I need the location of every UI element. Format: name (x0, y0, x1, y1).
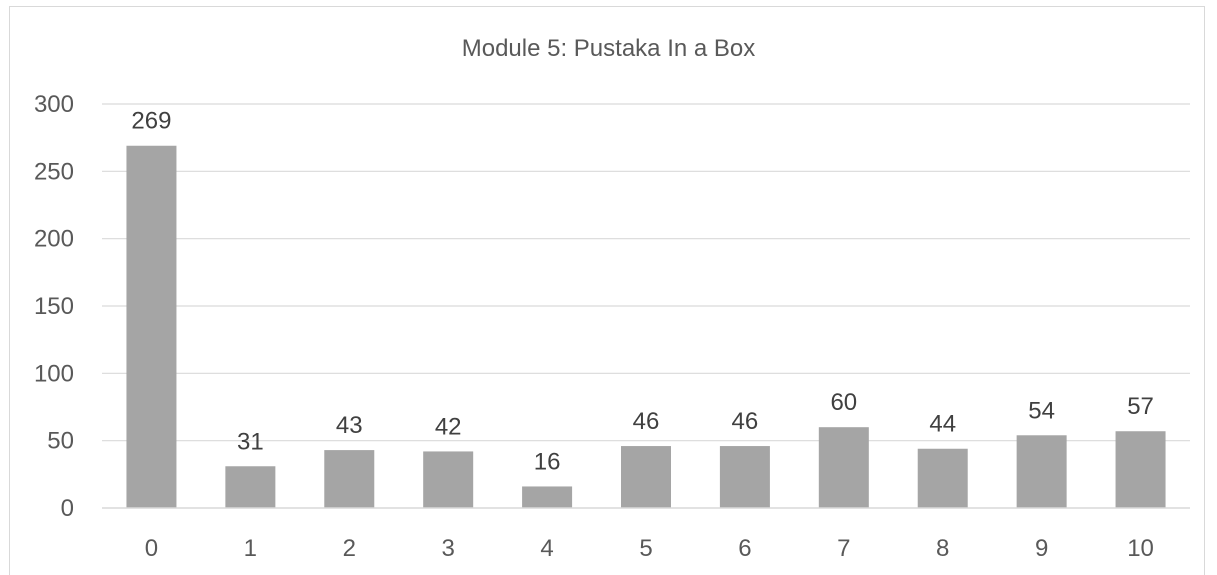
data-label: 42 (435, 413, 462, 440)
bar (225, 466, 276, 508)
bar (522, 486, 573, 508)
x-tick-label: 4 (540, 535, 553, 562)
bar (324, 450, 375, 508)
y-tick-label: 100 (34, 360, 74, 387)
x-tick-label: 6 (738, 535, 751, 562)
chart-frame (9, 6, 1205, 575)
x-tick-label: 5 (639, 535, 652, 562)
data-label: 54 (1028, 397, 1055, 424)
data-label: 43 (336, 412, 363, 439)
data-label: 46 (633, 408, 660, 435)
x-tick-label: 1 (244, 535, 257, 562)
bar (423, 451, 474, 508)
bar (917, 448, 968, 508)
y-tick-label: 200 (34, 226, 74, 253)
data-label: 60 (830, 389, 857, 416)
data-label: 16 (534, 448, 561, 475)
y-tick-label: 250 (34, 158, 74, 185)
bar (818, 427, 869, 508)
data-label: 31 (237, 428, 264, 455)
x-tick-label: 0 (145, 535, 158, 562)
x-tick-label: 9 (1035, 535, 1048, 562)
data-label: 57 (1127, 393, 1154, 420)
data-label: 269 (131, 108, 171, 135)
x-tick-label: 3 (442, 535, 455, 562)
bar (1115, 431, 1166, 508)
x-tick-label: 7 (837, 535, 850, 562)
bar (126, 145, 177, 508)
data-label: 44 (929, 411, 956, 438)
bar (1016, 435, 1067, 508)
x-tick-label: 8 (936, 535, 949, 562)
x-tick-label: 10 (1127, 535, 1154, 562)
bar (621, 446, 671, 508)
y-tick-label: 0 (61, 495, 74, 522)
chart-title: Module 5: Pustaka In a Box (461, 35, 756, 62)
y-tick-label: 150 (34, 293, 74, 320)
x-tick-label: 2 (343, 535, 356, 562)
y-tick-label: 50 (47, 428, 74, 455)
data-label: 46 (732, 408, 759, 435)
y-tick-label: 300 (34, 91, 74, 118)
bar (719, 446, 770, 508)
